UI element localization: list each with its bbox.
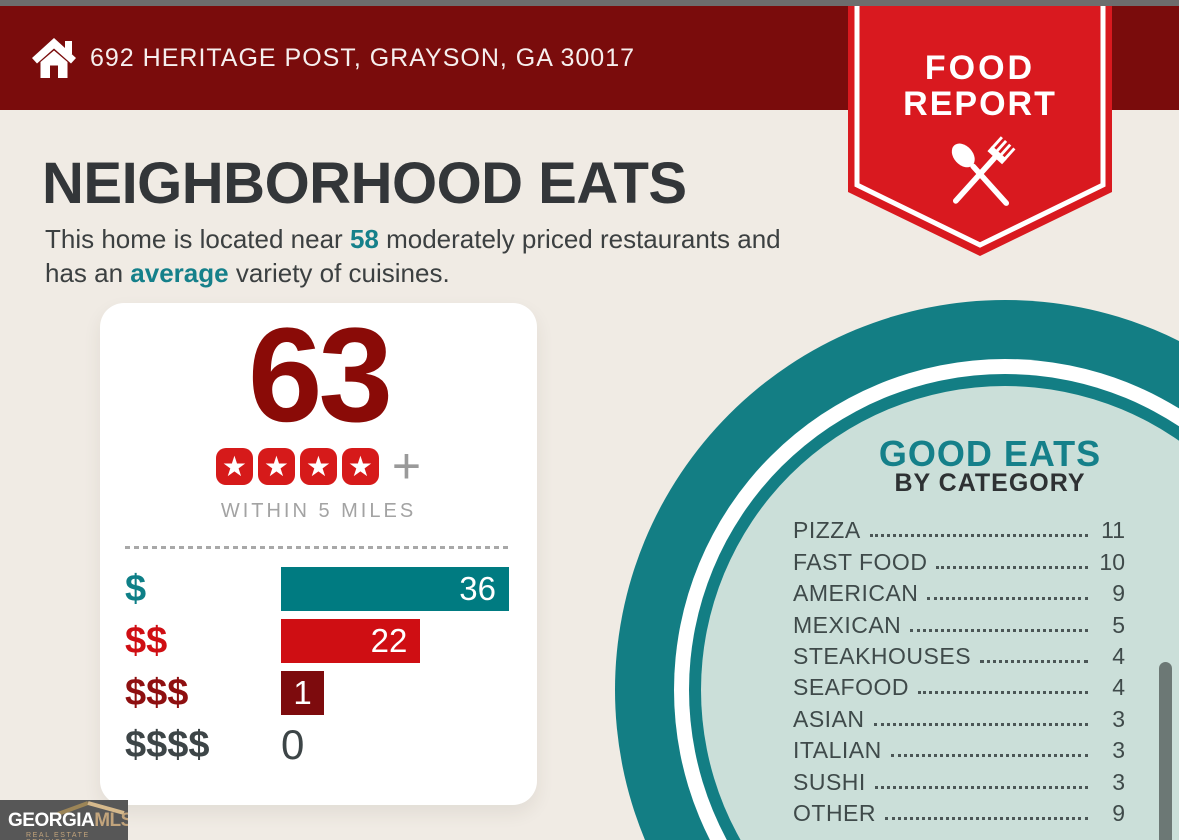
logo-georgia: GEORGIA — [8, 810, 95, 831]
category-row: OTHER 9 — [793, 797, 1125, 828]
dotted-leader — [869, 534, 1088, 538]
category-row: AMERICAN 9 — [793, 577, 1125, 608]
dotted-leader — [917, 691, 1088, 695]
food-report-ribbon: FOOD REPORT — [848, 6, 1112, 256]
category-row: ASIAN 3 — [793, 702, 1125, 733]
category-count: 10 — [1099, 548, 1125, 575]
roof-icon — [57, 801, 125, 816]
crossed-spoon-fork-icon — [951, 136, 1016, 206]
page-title: NEIGHBORHOOD EATS — [42, 151, 687, 216]
price-count-bar: 1 — [281, 671, 324, 715]
category-count: 9 — [1112, 580, 1125, 607]
category-label: SEAFOOD — [793, 674, 909, 701]
star-icon: ★ — [257, 448, 295, 485]
category-label: MEXICAN — [793, 611, 902, 638]
category-label: FAST FOOD — [793, 548, 928, 575]
dotted-leader — [980, 659, 1088, 663]
dotted-leader — [936, 565, 1088, 569]
variety-highlight: average — [130, 258, 229, 288]
price-count-value: 22 — [370, 622, 408, 659]
category-row: SEAFOOD 4 — [793, 671, 1125, 702]
subtitle-text: variety of cuisines. — [228, 258, 450, 288]
category-label: OTHER — [793, 799, 876, 826]
dotted-leader — [890, 754, 1088, 758]
category-row: FAST FOOD 10 — [793, 545, 1125, 576]
ribbon-line2: REPORT — [903, 85, 1057, 123]
ribbon-line1: FOOD — [925, 49, 1035, 87]
price-row: $$$$ 0 — [125, 721, 510, 768]
category-label: SUSHI — [793, 768, 866, 795]
category-label: ASIAN — [793, 705, 865, 732]
price-count-bar: 0 — [281, 721, 305, 768]
property-address: 692 HERITAGE POST, GRAYSON, GA 30017 — [90, 43, 635, 72]
home-icon — [32, 38, 76, 78]
logo-wordmark: GEORGIAMLS — [8, 810, 128, 832]
category-count: 3 — [1112, 705, 1125, 732]
subtitle-line2: has an average variety of cuisines. — [45, 256, 781, 290]
star-icon: ★ — [299, 448, 337, 485]
category-count: 9 — [1112, 799, 1125, 826]
dotted-leader — [885, 816, 1088, 820]
good-eats-title: GOOD EATS — [878, 433, 1102, 474]
logo-mls: MLS — [94, 810, 128, 831]
top-strip — [0, 0, 1179, 6]
price-count-bar: 22 — [281, 619, 421, 663]
radius-label: WITHIN 5 MILES — [220, 500, 417, 522]
category-label: STEAKHOUSES — [793, 642, 972, 669]
category-list: PIZZA 11 FAST FOOD 10 AMERICAN 9 MEXICAN… — [793, 514, 1125, 828]
subtitle-text: moderately priced restaurants and — [378, 224, 781, 254]
price-row: $$$ 1 — [125, 671, 510, 715]
rating-stars-row: ★ ★ ★ ★ + — [100, 438, 537, 494]
price-tier-label: $$$ — [125, 671, 189, 714]
price-tier-label: $$$$ — [125, 723, 210, 766]
dotted-leader — [874, 785, 1088, 789]
good-eats-subtitle: BY CATEGORY — [894, 469, 1086, 497]
dotted-leader — [927, 597, 1088, 601]
category-row: ITALIAN 3 — [793, 734, 1125, 765]
subtitle-text: This home is located near — [45, 224, 350, 254]
category-count: 4 — [1112, 642, 1125, 669]
category-count: 3 — [1112, 768, 1125, 795]
price-level-chart: $ 36 $$ 22 $$$ 1 $$$$ 0 — [125, 567, 510, 775]
category-count: 3 — [1112, 737, 1125, 764]
price-count-value: 0 — [281, 721, 305, 768]
category-label: ITALIAN — [793, 737, 882, 764]
scrollbar-thumb[interactable] — [1159, 662, 1172, 840]
subtitle-text: has an — [45, 258, 131, 288]
georgia-mls-logo: GEORGIAMLS REAL ESTATE SERVICES — [0, 800, 128, 840]
category-row: STEAKHOUSES 4 — [793, 640, 1125, 671]
restaurant-score-card: 63 ★ ★ ★ ★ + WITHIN 5 MILES $ 36 $$ 22 $$$ … — [100, 303, 537, 805]
star-icon: ★ — [341, 448, 379, 485]
category-count: 11 — [1101, 517, 1125, 544]
logo-tagline: REAL ESTATE SERVICES — [26, 832, 90, 840]
price-row: $ 36 — [125, 567, 510, 611]
star-icon: ★ — [215, 448, 253, 485]
dotted-leader — [873, 722, 1088, 726]
category-label: PIZZA — [793, 517, 861, 544]
category-row: SUSHI 3 — [793, 765, 1125, 796]
category-row: MEXICAN 5 — [793, 608, 1125, 639]
plus-sign: + — [391, 438, 422, 494]
dashed-divider — [125, 546, 512, 549]
price-count-bar: 36 — [281, 567, 509, 611]
category-row: PIZZA 11 — [793, 514, 1125, 545]
price-tier-label: $$ — [125, 619, 168, 662]
price-count-value: 1 — [293, 674, 312, 711]
restaurant-total-count: 63 — [247, 301, 393, 450]
price-count-value: 36 — [459, 570, 496, 607]
category-label: AMERICAN — [793, 580, 919, 607]
restaurant-count-inline: 58 — [349, 224, 379, 254]
category-count: 5 — [1112, 611, 1125, 638]
dotted-leader — [910, 628, 1088, 632]
price-tier-label: $ — [125, 567, 147, 610]
category-count: 4 — [1112, 674, 1125, 701]
subtitle-line1: This home is located near 58 moderately … — [45, 222, 781, 256]
rating-stars: ★ ★ ★ ★ — [215, 448, 379, 485]
page-subtitle: This home is located near 58 moderately … — [45, 222, 781, 290]
price-row: $$ 22 — [125, 619, 510, 663]
